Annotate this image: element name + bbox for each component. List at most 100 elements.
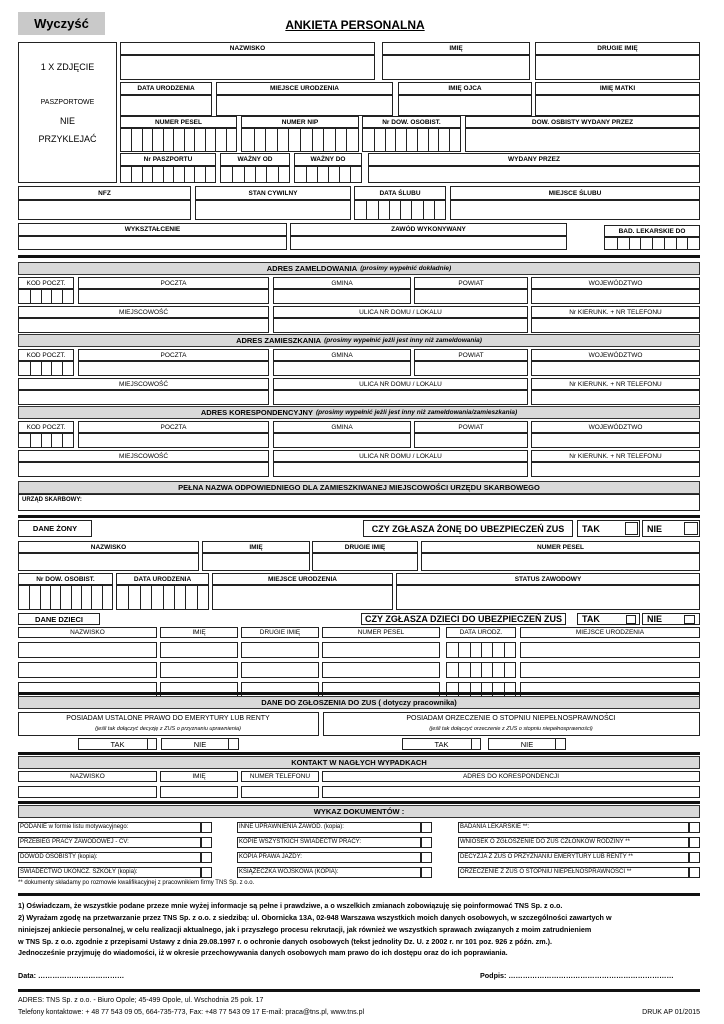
wedding-date-input[interactable] — [354, 200, 446, 220]
address-1-town-input[interactable] — [18, 390, 269, 405]
address-1-commune-input[interactable] — [273, 361, 411, 376]
address-0-post-office-input[interactable] — [78, 289, 269, 304]
second-name-input[interactable] — [535, 55, 700, 80]
child-field-input[interactable] — [322, 642, 440, 658]
first-name-input[interactable] — [382, 55, 530, 80]
emergency-field-input[interactable] — [322, 786, 700, 798]
marital-status-input[interactable] — [195, 200, 351, 220]
address-1-street-label: ULICA NR DOMU / LOKALU — [273, 378, 528, 390]
surname-input[interactable] — [120, 55, 375, 80]
pesel-input[interactable] — [120, 128, 237, 152]
child-field-input[interactable] — [18, 642, 157, 658]
id-issued-by-input[interactable] — [465, 128, 700, 152]
child-field-input[interactable] — [520, 642, 700, 658]
spouse-second-name-input[interactable] — [312, 553, 418, 571]
address-0-commune-input[interactable] — [273, 289, 411, 304]
date-field[interactable]: Data: ……………………………… — [18, 971, 125, 980]
father-name-input[interactable] — [398, 95, 532, 116]
child-field-input[interactable] — [241, 642, 319, 658]
address-2-post-office-input[interactable] — [78, 433, 269, 448]
address-0-street-input[interactable] — [273, 318, 528, 333]
emergency-field-input[interactable] — [160, 786, 238, 798]
address-2-voivodeship-input[interactable] — [531, 433, 700, 448]
spouse-job-status-input[interactable] — [396, 585, 700, 610]
profession-input[interactable] — [290, 236, 567, 250]
address-2-town-input[interactable] — [18, 462, 269, 477]
valid-to-input[interactable] — [294, 166, 362, 183]
address-0-phone-input[interactable] — [531, 318, 700, 333]
child-field-input[interactable] — [520, 662, 700, 678]
document-item-checkbox[interactable] — [689, 867, 700, 878]
document-item-checkbox[interactable] — [421, 852, 432, 863]
emergency-field-input[interactable] — [241, 786, 319, 798]
child-field-input[interactable] — [446, 662, 516, 678]
document-item-checkbox[interactable] — [201, 867, 212, 878]
clear-button[interactable]: Wyczyść — [18, 12, 105, 35]
wedding-place-input[interactable] — [450, 200, 700, 220]
address-2-postal-code-input[interactable] — [18, 433, 74, 448]
address-1-voivodeship-input[interactable] — [531, 361, 700, 376]
nip-input[interactable] — [241, 128, 359, 152]
address-2-phone-input[interactable] — [531, 462, 700, 477]
document-item-checkbox[interactable] — [689, 822, 700, 833]
cell-divider — [492, 663, 494, 677]
spouse-surname-input[interactable] — [18, 553, 199, 571]
document-item-checkbox[interactable] — [201, 852, 212, 863]
id-number-input[interactable] — [362, 128, 461, 152]
zus-disability-no-checkbox[interactable] — [555, 738, 566, 750]
mother-name-input[interactable] — [535, 95, 700, 116]
document-item-checkbox[interactable] — [421, 867, 432, 878]
emergency-column-header: NAZWISKO — [18, 771, 157, 782]
document-item-checkbox[interactable] — [201, 837, 212, 848]
birth-date-input[interactable] — [120, 95, 212, 116]
education-input[interactable] — [18, 236, 287, 250]
zus-pension-yes-checkbox[interactable] — [147, 738, 157, 750]
address-0-town-input[interactable] — [18, 318, 269, 333]
children-yes-checkbox[interactable] — [626, 615, 636, 624]
nfz-input[interactable] — [18, 200, 191, 220]
emergency-field-input[interactable] — [18, 786, 157, 798]
document-item-checkbox[interactable] — [689, 837, 700, 848]
cell-divider — [288, 129, 290, 151]
spouse-no-checkbox[interactable] — [684, 522, 698, 535]
address-1-street-input[interactable] — [273, 390, 528, 405]
child-field-input[interactable] — [241, 662, 319, 678]
child-field-input[interactable] — [322, 662, 440, 678]
address-2-commune-input[interactable] — [273, 433, 411, 448]
address-2-street-input[interactable] — [273, 462, 528, 477]
valid-from-input[interactable] — [220, 166, 290, 183]
child-field-input[interactable] — [18, 662, 157, 678]
medical-exam-input[interactable] — [604, 237, 700, 250]
child-field-input[interactable] — [160, 642, 238, 658]
address-1-post-office-input[interactable] — [78, 361, 269, 376]
child-field-input[interactable] — [446, 642, 516, 658]
spouse-birth-date-input[interactable] — [116, 585, 209, 610]
document-item-checkbox[interactable] — [201, 822, 212, 833]
child-field-input[interactable] — [160, 662, 238, 678]
zus-pension-no-checkbox[interactable] — [228, 738, 239, 750]
issued-by-input[interactable] — [368, 166, 700, 183]
children-no-checkbox[interactable] — [684, 615, 695, 624]
document-item-checkbox[interactable] — [421, 837, 432, 848]
address-0-voivodeship-input[interactable] — [531, 289, 700, 304]
spouse-id-number-input[interactable] — [18, 585, 113, 610]
document-item-checkbox[interactable] — [689, 852, 700, 863]
address-2-county-input[interactable] — [414, 433, 528, 448]
spouse-first-name-input[interactable] — [202, 553, 310, 571]
address-0-postal-code-input[interactable] — [18, 289, 74, 304]
cell-divider — [266, 167, 268, 182]
tax-office-input[interactable]: URZĄD SKARBOWY: — [18, 494, 700, 511]
zus-disability-yes-checkbox[interactable] — [471, 738, 481, 750]
spouse-pesel-input[interactable] — [421, 553, 700, 571]
address-0-county-input[interactable] — [414, 289, 528, 304]
signature-field[interactable]: Podpis: …………………………………………………………… — [480, 971, 674, 980]
spouse-yes-checkbox[interactable] — [625, 522, 638, 535]
address-1-phone-input[interactable] — [531, 390, 700, 405]
spouse-birth-place-input[interactable] — [212, 585, 393, 610]
document-item-label: DOWÓD OSOBISTY (kopia): — [18, 852, 201, 863]
passport-input[interactable] — [120, 166, 216, 183]
address-1-county-input[interactable] — [414, 361, 528, 376]
birth-place-input[interactable] — [216, 95, 393, 116]
document-item-checkbox[interactable] — [421, 822, 432, 833]
address-1-postal-code-input[interactable] — [18, 361, 74, 376]
